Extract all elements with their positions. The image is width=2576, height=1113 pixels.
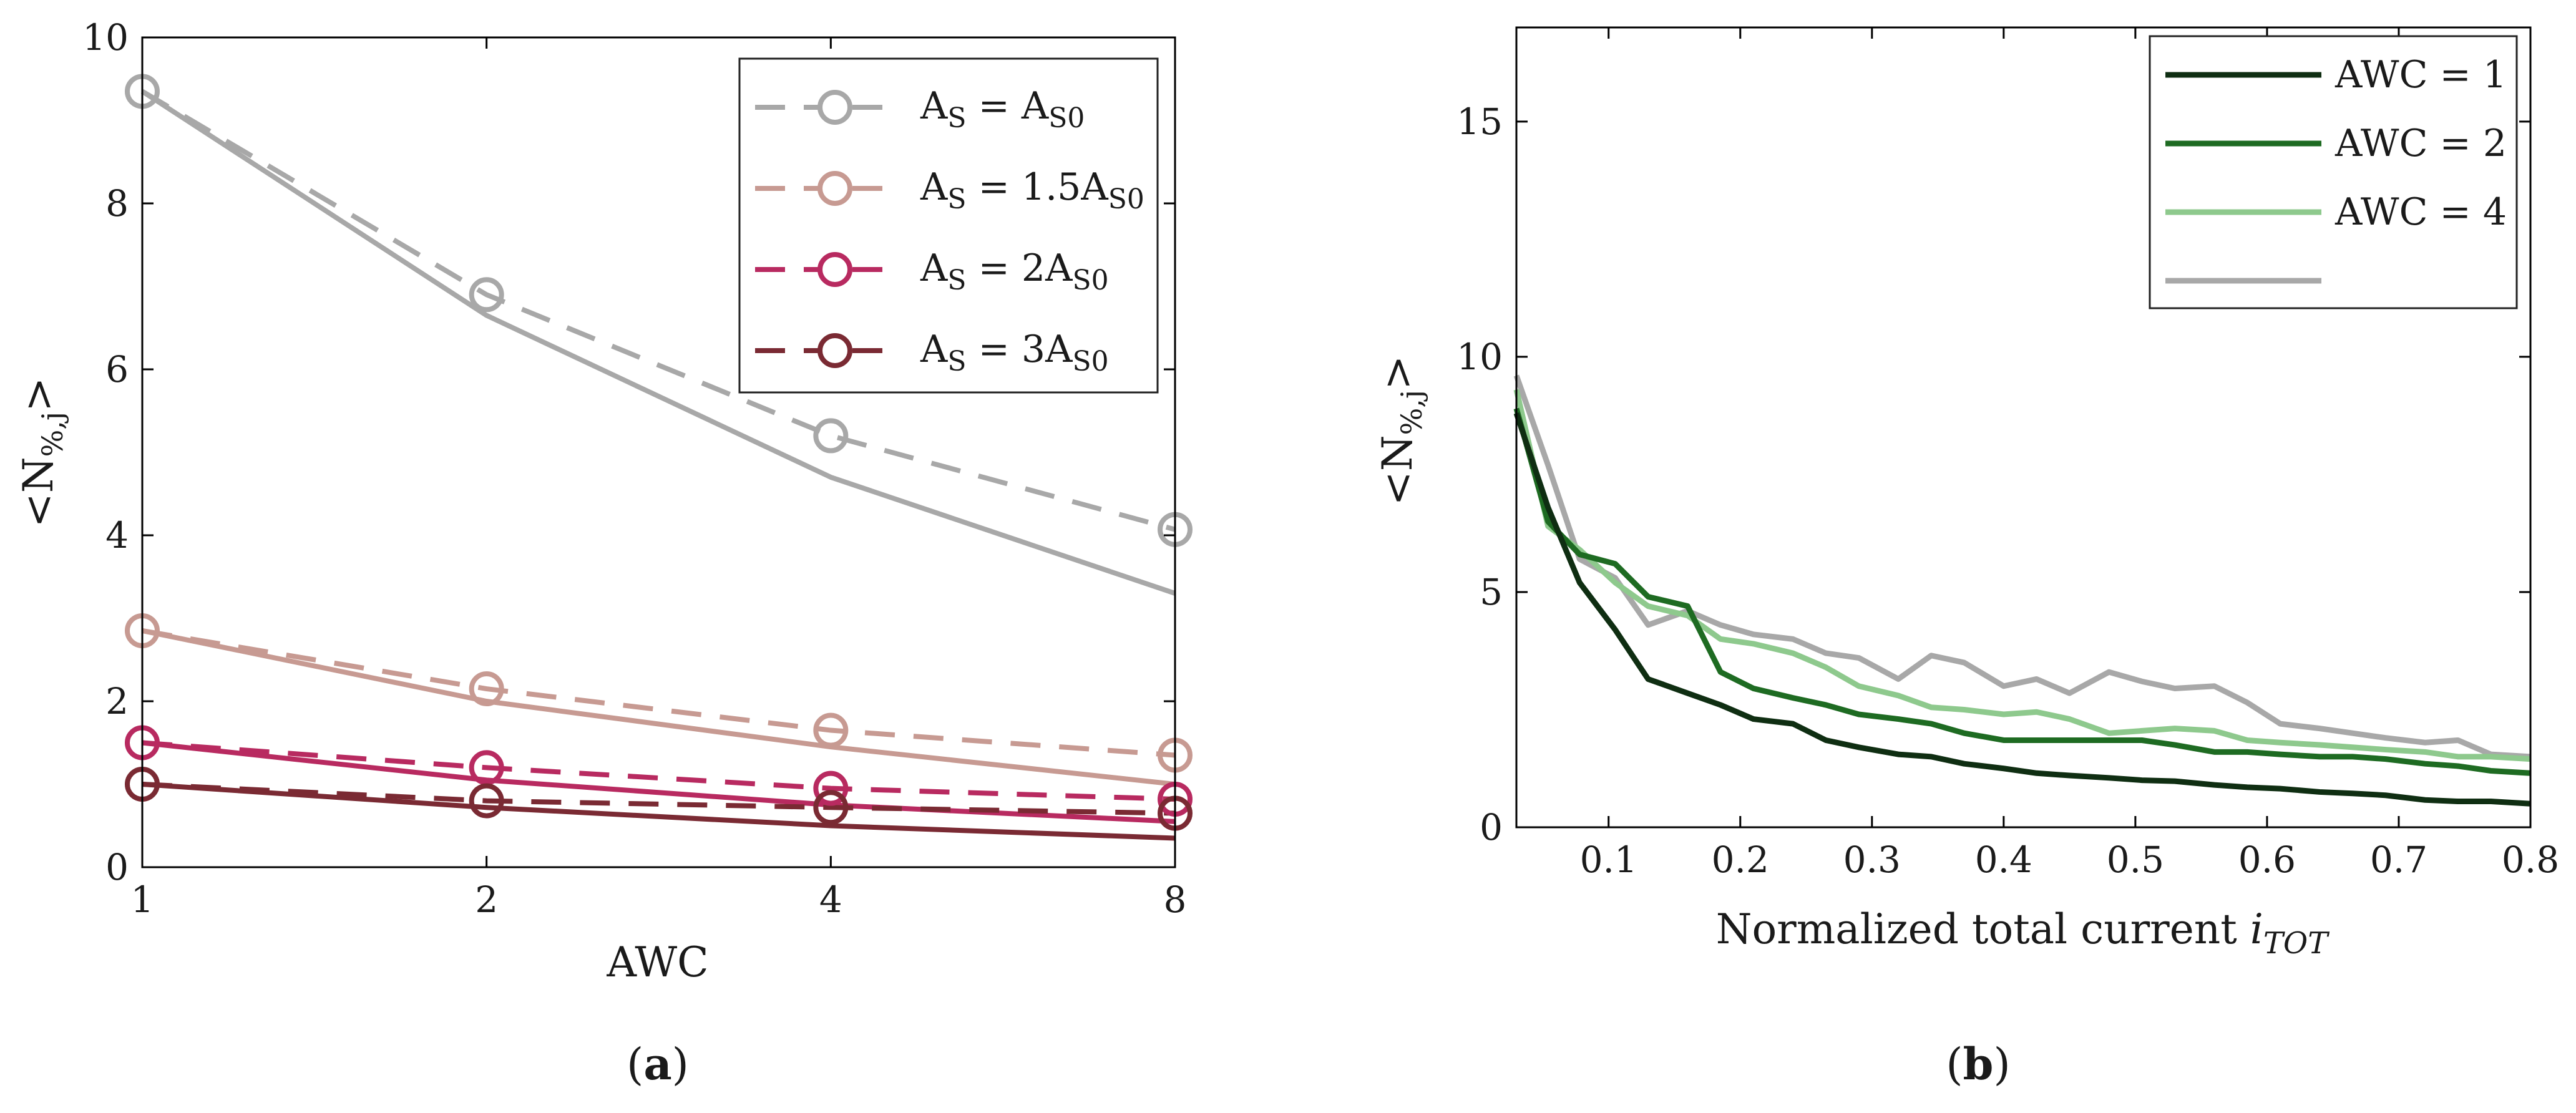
panel-a-x-tick-label: 4 [819, 878, 842, 921]
panel-a-legend-label: AS = 1.5AS0 [920, 165, 1144, 215]
panel-b-line-awc-2 [1513, 407, 2531, 776]
panel-a-series-2-solid-line [142, 628, 1176, 787]
panel-a-series-3-solid-line [142, 740, 1176, 824]
panel-b-x-tick-label: 0.1 [1580, 838, 1637, 881]
panel-a-x-tick-label: 2 [475, 878, 498, 921]
panel-a-legend-item: AS = 3AS0 [755, 328, 1109, 377]
panel-b-x-tick-label: 0.6 [2238, 838, 2296, 881]
panel-b-x-tick-label: 0.8 [2502, 838, 2559, 881]
panel-b-ticks: 0.1 0.2 0.3 0.4 0.5 0.6 0.7 0.8 0 5 10 15 [1456, 27, 2559, 881]
panel-a-y-tick-label: 2 [105, 680, 129, 722]
panel-a-legend-item: AS = AS0 [755, 84, 1085, 134]
panel-a-series-3-marker [813, 770, 849, 806]
panel-a-ticks: 1 2 4 8 0 2 4 6 8 10 [82, 16, 1186, 921]
panel-b-y-tick-label: 0 [1480, 806, 1503, 848]
panel-b-legend: AWC = 1 AWC = 2 AWC = 4 [2149, 35, 2518, 309]
panel-b-caption: (b) [1946, 1038, 2011, 1090]
panel-b-legend-item: AWC = 4 [2165, 190, 2507, 234]
panel-b-legend-box [2149, 35, 2518, 309]
panel-a-y-axis-label: <N%,j> [14, 377, 69, 528]
panel-b-legend-label: AWC = 2 [2334, 122, 2507, 165]
panel-a-y-tick-label: 4 [105, 514, 129, 556]
panel-a-solid-lines [140, 89, 1176, 841]
panel-a-y-tick-label: 0 [105, 846, 129, 888]
panel-a-series-2-marker [813, 712, 849, 748]
panel-a-legend: AS = AS0 AS = 1.5AS0 AS = 2AS0 AS = 3AS0 [738, 57, 1159, 394]
panel-b-x-axis-label: Normalized total current iTOT [1716, 905, 2330, 961]
panel-b-x-tick-label: 0.3 [1843, 838, 1901, 881]
panel-b-y-tick-label: 5 [1480, 571, 1503, 613]
panel-a-series-3-marker [469, 750, 504, 785]
panel-a-axes-frame [141, 36, 1176, 868]
panel-a-series-1-solid-line [140, 89, 1176, 596]
panel-b-lines [1513, 374, 2531, 807]
panel-b-legend-item: AWC = 1 [2165, 53, 2507, 97]
panel-a-caption: (a) [627, 1038, 689, 1090]
panel-b-x-tick-label: 0.5 [2107, 838, 2164, 881]
panel-a-series-2-marker [469, 671, 504, 707]
panel-a-x-tick-label: 8 [1164, 878, 1187, 921]
panel-b-x-tick-label: 0.7 [2370, 838, 2427, 881]
panel-a-y-tick-label: 6 [105, 348, 129, 391]
panel-b-x-tick-label: 0.2 [1712, 838, 1769, 881]
panel-a-series-4-marker [469, 783, 504, 819]
panel-a-series-3-dashed-line [142, 740, 1176, 802]
panel-b-line-awc-4 [1513, 389, 2531, 762]
panel-a-series-4-dashed-line [142, 782, 1176, 816]
panel-a-y-tick-label: 8 [105, 182, 129, 225]
panel-b-legend-label: AWC = 4 [2334, 190, 2507, 234]
panel-a-legend-label: AS = AS0 [920, 84, 1085, 134]
panel-a-dashed-lines [140, 89, 1176, 816]
panel-b-legend-item: AWC = 2 [2165, 122, 2507, 165]
panel-a-series-4-marker [813, 790, 849, 825]
panel-b-y-axis-label: <N%,j> [1373, 356, 1428, 506]
panel-a-y-tick-label: 10 [82, 16, 129, 59]
panel-a-legend-circle-swatch [817, 171, 852, 206]
panel-a-series-1-marker [469, 277, 504, 313]
panel-a-legend-item: AS = 2AS0 [755, 246, 1109, 296]
panel-a-legend-box [738, 57, 1159, 394]
panel-a-x-tick-label: 1 [131, 878, 154, 921]
panel-a-legend-label: AS = 2AS0 [920, 246, 1109, 296]
panel-a-legend-item: AS = 1.5AS0 [755, 165, 1144, 215]
panel-a-series-2-dashed-line [142, 628, 1176, 758]
panel-a-series-1-dashed-line [140, 89, 1176, 532]
panel-a-x-axis-label: AWC [606, 938, 708, 986]
panel-a-legend-label: AS = 3AS0 [920, 328, 1109, 377]
panel-a-series-4-solid-line [142, 782, 1176, 841]
panel-a-series-1-marker [813, 418, 849, 454]
panel-b-axes-frame [1515, 26, 2532, 829]
panel-a-legend-circle-swatch [817, 90, 852, 125]
panel-a: 1 2 4 8 0 2 4 6 8 10 AS = AS0 AS = 1.5AS0 AS = 2AS0… [14, 16, 1193, 1090]
panel-b-line-awc-1 [1513, 412, 2531, 807]
panel-b-line-unlabeled [1513, 374, 2531, 760]
panel-a-legend-circle-swatch [817, 333, 852, 368]
panel-b-y-tick-label: 15 [1456, 100, 1503, 143]
panel-b-legend-label: AWC = 1 [2334, 53, 2507, 97]
panel-b-x-tick-label: 0.4 [1975, 838, 2032, 881]
panel-a-legend-circle-swatch [817, 252, 852, 287]
panel-b-y-tick-label: 10 [1456, 336, 1503, 378]
